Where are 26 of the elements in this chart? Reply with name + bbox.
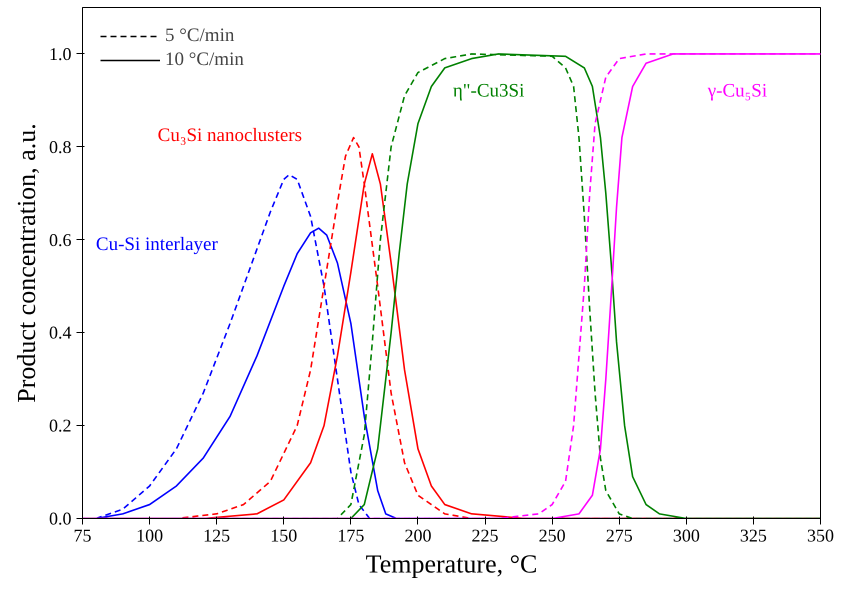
x-tick-label: 200 bbox=[404, 526, 432, 546]
x-axis-title: Temperature, °C bbox=[366, 550, 538, 578]
x-tick-label: 325 bbox=[740, 526, 767, 546]
x-tick-label: 350 bbox=[807, 526, 834, 546]
text: Cu₃Si nanoclusters bbox=[158, 124, 302, 146]
x-tick-label: 125 bbox=[203, 526, 230, 546]
y-tick-label: 1.0 bbox=[49, 44, 72, 64]
y-tick-label: 0.8 bbox=[49, 136, 72, 157]
x-tick-label: 300 bbox=[672, 526, 700, 546]
x-tick-label: 100 bbox=[136, 526, 164, 546]
x-tick-label: 225 bbox=[472, 526, 499, 546]
y-tick-label: 0.2 bbox=[49, 416, 72, 436]
series-label: γ-Cu₅Si bbox=[706, 80, 768, 102]
text: Cu-Si interlayer bbox=[96, 234, 218, 255]
y-tick-label: 0.0 bbox=[49, 508, 72, 528]
x-tick-label: 75 bbox=[74, 526, 92, 546]
x-tick-label: 250 bbox=[538, 526, 566, 546]
y-tick-label: 0.6 bbox=[49, 230, 72, 250]
x-tick-label: 175 bbox=[337, 526, 364, 546]
y-axis-title: Product concentration, a.u. bbox=[12, 123, 41, 403]
x-tick-label: 275 bbox=[606, 526, 633, 546]
legend-label: 10 °C/min bbox=[165, 49, 244, 71]
legend-label: 5 °C/min bbox=[165, 25, 234, 47]
y-tick-label: 0.4 bbox=[49, 322, 72, 343]
x-tick-label: 150 bbox=[270, 526, 298, 546]
series-label: η"-Cu3Si bbox=[452, 80, 524, 102]
